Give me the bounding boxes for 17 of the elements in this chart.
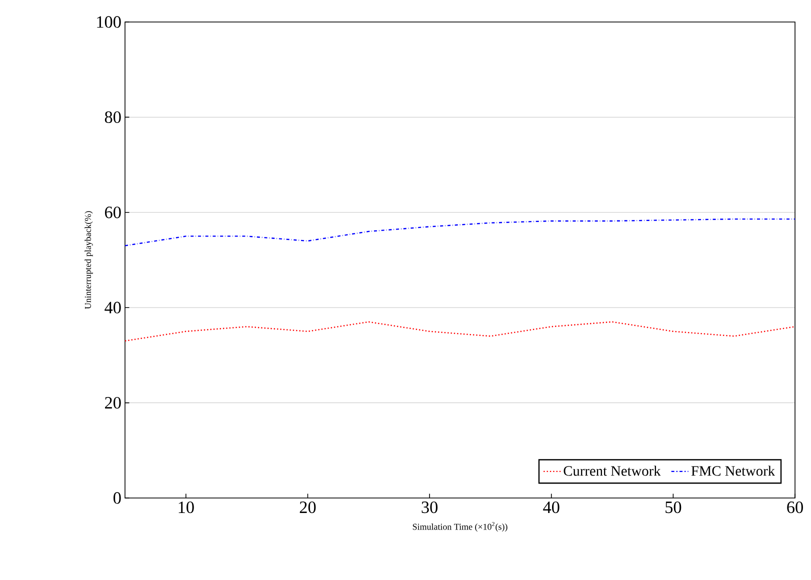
legend-label: FMC Network [691,466,776,476]
line-series [125,321,796,342]
y-tick-label: 80 [104,111,121,124]
y-tick-label: 60 [105,206,121,218]
x-tick-label: 20 [300,502,316,514]
y-axis-title: Uninterrupted playback(%) [84,211,93,309]
x-tick-label: 10 [178,502,194,514]
y-tick-label: 20 [105,396,121,409]
legend-label: Current Network [564,466,661,476]
x-tick-label: 30 [422,502,438,514]
x-tick-label: 40 [543,502,560,514]
x-tick-label: 50 [666,502,682,514]
x-tick-label: 60 [787,502,803,514]
y-tick-label: 0 [114,492,121,504]
y-tick-label: 40 [104,302,121,314]
y-tick-label: 100 [97,16,121,28]
x-axis-title: Simulation Time (×10$^{2}$(s)) [412,522,508,532]
